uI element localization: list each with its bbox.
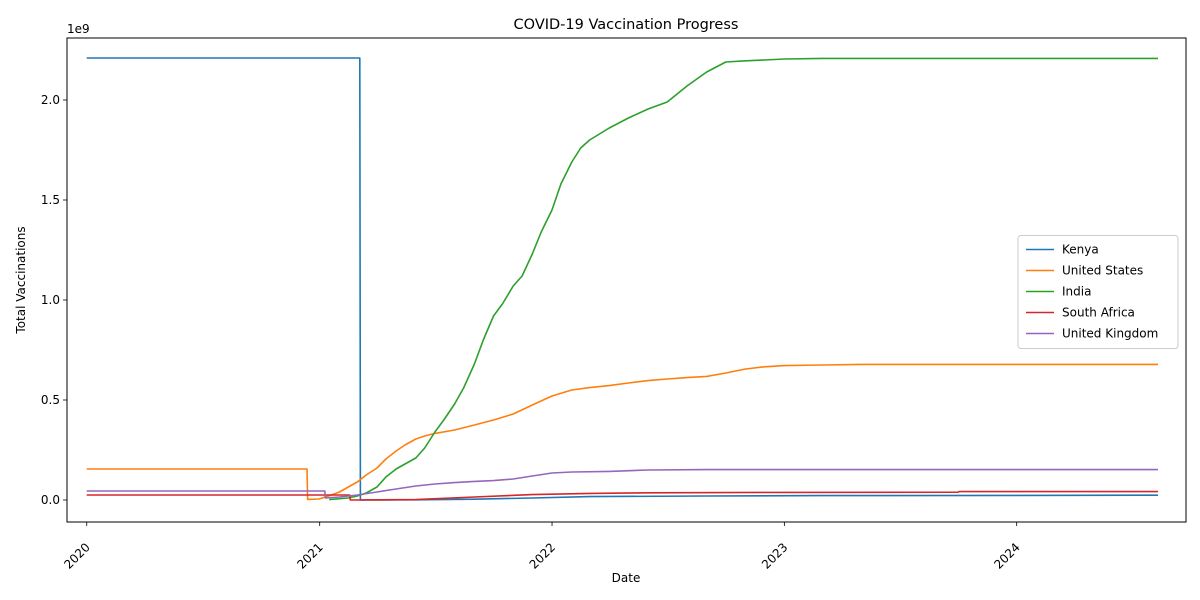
series-group xyxy=(86,57,1159,501)
plot-area xyxy=(66,37,1187,523)
y-tick-label: 2.0 xyxy=(41,93,60,107)
series-line-south-africa xyxy=(86,490,1158,501)
y-axis-label: Total Vaccinations xyxy=(14,226,28,334)
legend-label-united-kingdom: United Kingdom xyxy=(1062,327,1158,341)
y-tick-label: 1.5 xyxy=(41,193,60,207)
legend-box xyxy=(1017,235,1179,349)
chart-title: COVID-19 Vaccination Progress xyxy=(514,17,739,33)
series-line-kenya xyxy=(86,57,1159,501)
legend: Kenya United States India South Africa Unite… xyxy=(1017,235,1179,349)
y-tick-label: 1.0 xyxy=(41,293,60,307)
series-line-united-states xyxy=(86,363,1158,501)
legend-label-kenya: Kenya xyxy=(1062,243,1099,257)
series-line-india xyxy=(329,57,1158,501)
x-axis-label: Date xyxy=(612,571,641,585)
legend-label-south-africa: South Africa xyxy=(1062,306,1135,320)
y-tick-label: 0.5 xyxy=(41,393,60,407)
series-line-united-kingdom xyxy=(86,468,1158,499)
y-offset-label: 1e9 xyxy=(67,22,90,36)
y-axis: 0.0 0.5 1.0 1.5 2.0 xyxy=(41,93,67,507)
y-tick-label: 0.0 xyxy=(41,493,60,507)
plot-frame xyxy=(66,37,1187,523)
legend-label-india: India xyxy=(1062,285,1091,299)
legend-label-united-states: United States xyxy=(1062,264,1143,278)
